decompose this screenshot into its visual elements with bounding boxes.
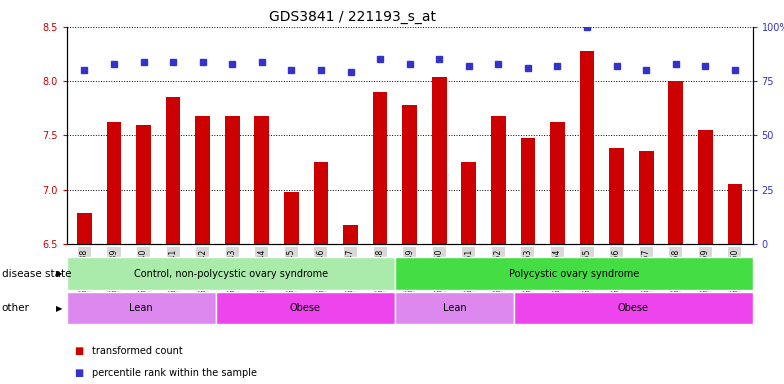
Text: Control, non-polycystic ovary syndrome: Control, non-polycystic ovary syndrome bbox=[133, 268, 328, 279]
Text: disease state: disease state bbox=[2, 268, 71, 279]
Bar bbox=[195, 116, 210, 244]
Text: ▶: ▶ bbox=[56, 304, 63, 313]
Bar bbox=[521, 137, 535, 244]
Bar bbox=[669, 81, 683, 244]
Text: ■: ■ bbox=[74, 346, 84, 356]
Bar bbox=[343, 225, 358, 244]
Bar bbox=[432, 77, 447, 244]
Bar bbox=[550, 122, 565, 244]
Bar bbox=[254, 116, 269, 244]
Bar bbox=[491, 116, 506, 244]
Text: percentile rank within the sample: percentile rank within the sample bbox=[92, 368, 256, 378]
Text: Obese: Obese bbox=[290, 303, 321, 313]
Bar bbox=[462, 162, 476, 244]
Bar bbox=[698, 130, 713, 244]
Bar bbox=[77, 214, 92, 244]
Bar bbox=[136, 124, 151, 244]
Text: Lean: Lean bbox=[129, 303, 153, 313]
Text: GDS3841 / 221193_s_at: GDS3841 / 221193_s_at bbox=[269, 10, 437, 23]
Bar bbox=[372, 92, 387, 244]
Bar bbox=[639, 151, 654, 244]
Bar bbox=[225, 116, 240, 244]
Bar bbox=[107, 122, 122, 244]
Text: Obese: Obese bbox=[618, 303, 649, 313]
Bar bbox=[728, 184, 742, 244]
Bar bbox=[402, 105, 417, 244]
Text: ▶: ▶ bbox=[56, 269, 63, 278]
Text: other: other bbox=[2, 303, 30, 313]
Bar bbox=[165, 98, 180, 244]
Bar bbox=[314, 162, 328, 244]
Text: transformed count: transformed count bbox=[92, 346, 183, 356]
Bar bbox=[284, 192, 299, 244]
Bar bbox=[579, 51, 594, 244]
Text: ■: ■ bbox=[74, 368, 84, 378]
Text: Lean: Lean bbox=[442, 303, 466, 313]
Bar bbox=[609, 148, 624, 244]
Text: Polycystic ovary syndrome: Polycystic ovary syndrome bbox=[509, 268, 639, 279]
